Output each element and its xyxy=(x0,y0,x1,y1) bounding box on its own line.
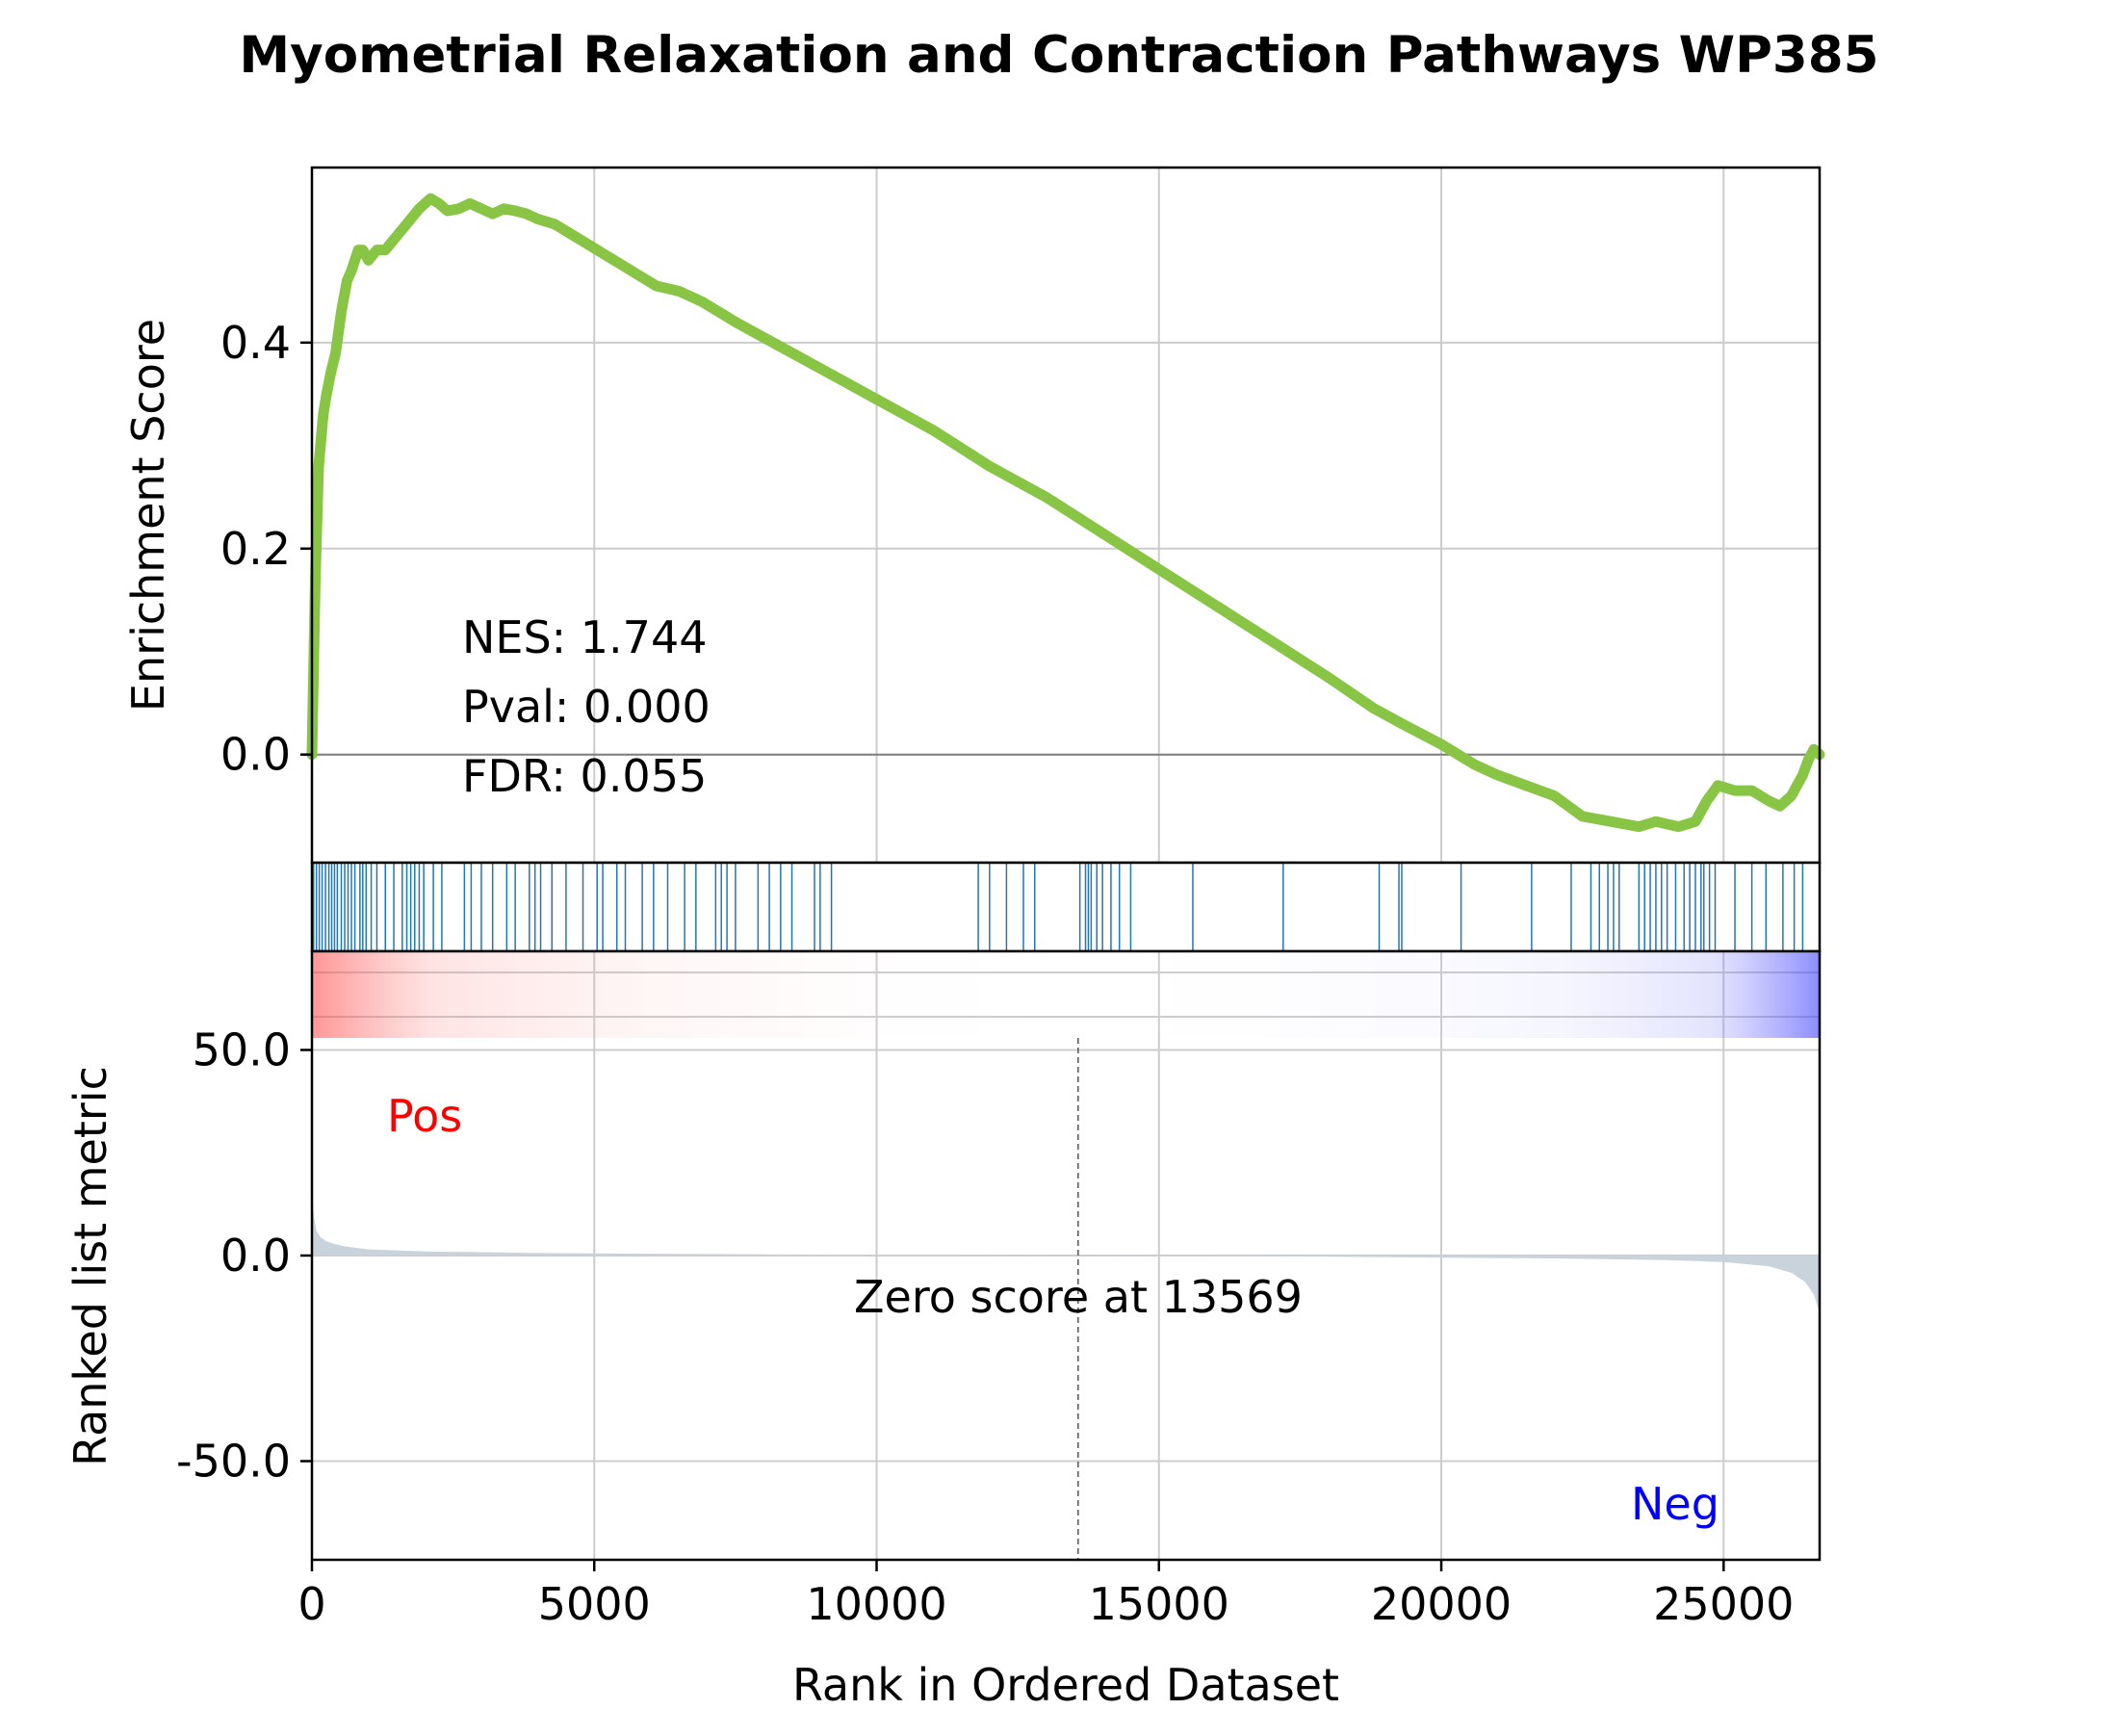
metric-ytick-label: -50.0 xyxy=(176,1436,291,1488)
x-tick-label: 10000 xyxy=(806,1578,946,1630)
fdr-stat: FDR: 0.055 xyxy=(462,750,707,802)
metric-ytick-label: 0.0 xyxy=(220,1230,291,1282)
es-panel: 0.0 0.2 0.4 Enrichment Score NES: 1.744 Pv… xyxy=(122,166,1825,865)
rank-color-band xyxy=(312,951,1820,1038)
chart-title: Myometrial Relaxation and Contraction Pa… xyxy=(239,26,1878,85)
es-ylabel: Enrichment Score xyxy=(122,319,174,712)
x-tick-label: 0 xyxy=(297,1578,325,1630)
metric-ytick-label: 50.0 xyxy=(193,1023,291,1075)
x-tick-label: 15000 xyxy=(1089,1578,1229,1630)
x-tick-label: 25000 xyxy=(1653,1578,1794,1630)
metric-yticks: 50.0 0.0 -50.0 xyxy=(176,1023,312,1488)
metric-panel: 50.00.0-50.0 Ranked list metric Pos Neg … xyxy=(65,949,1822,1562)
x-axis-label: Rank in Ordered Dataset xyxy=(792,1659,1339,1711)
hit-lines xyxy=(313,863,1804,951)
pos-label: Pos xyxy=(387,1090,462,1142)
x-tick-label: 5000 xyxy=(538,1578,651,1630)
x-tick-label: 20000 xyxy=(1371,1578,1512,1630)
nes-stat: NES: 1.744 xyxy=(462,611,707,663)
es-ytick-label: 0.0 xyxy=(220,729,291,781)
es-ytick-label: 0.4 xyxy=(220,317,291,369)
es-ytick-label: 0.2 xyxy=(220,523,291,575)
zero-score-label: Zero score at 13569 xyxy=(854,1271,1303,1323)
pval-stat: Pval: 0.000 xyxy=(462,681,711,733)
metric-ylabel: Ranked list metric xyxy=(65,1066,116,1466)
hits-panel xyxy=(310,861,1822,953)
es-yticks: 0.0 0.2 0.4 xyxy=(220,317,312,781)
neg-label: Neg xyxy=(1631,1478,1719,1530)
hits-panel-bg xyxy=(312,863,1820,951)
es-curve xyxy=(306,193,1825,833)
x-axis-ticks: 0 5000 10000 15000 20000 25000 xyxy=(297,1560,1794,1630)
